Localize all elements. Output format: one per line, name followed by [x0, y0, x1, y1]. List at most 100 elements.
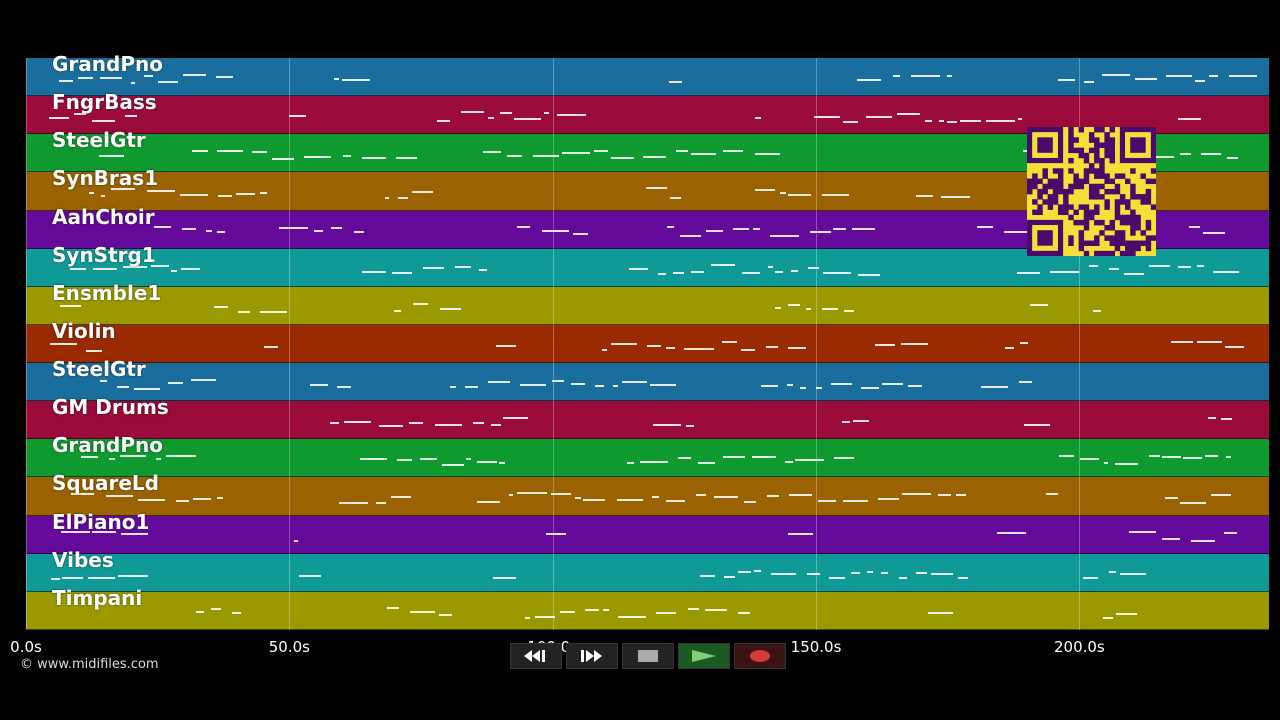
track-row[interactable]: Ensmble1: [26, 283, 1269, 325]
note: [144, 75, 153, 78]
note: [1161, 537, 1180, 540]
note: [774, 307, 781, 310]
note: [938, 119, 944, 122]
note: [60, 530, 90, 533]
note: [741, 272, 761, 275]
note: [833, 457, 855, 460]
note: [595, 384, 604, 387]
note: [116, 386, 130, 389]
note: [853, 419, 869, 422]
note: [491, 424, 502, 426]
play-icon: [692, 650, 716, 662]
note: [817, 500, 836, 503]
note: [419, 458, 438, 461]
record-button[interactable]: [734, 643, 786, 669]
note: [806, 307, 811, 310]
note: [860, 387, 880, 390]
note: [830, 382, 852, 385]
note: [1190, 540, 1216, 543]
stop-button[interactable]: [622, 643, 674, 669]
note: [99, 76, 123, 79]
note: [1213, 270, 1239, 273]
note-lane: [26, 211, 1269, 248]
note: [690, 271, 705, 274]
note: [1180, 152, 1192, 155]
note: [437, 120, 451, 123]
note: [679, 235, 701, 238]
stop-icon: [638, 650, 658, 662]
note: [119, 455, 147, 458]
note: [449, 385, 457, 388]
note: [1228, 75, 1257, 78]
note: [379, 425, 403, 428]
fast-forward-button[interactable]: [566, 643, 618, 669]
note: [1017, 118, 1022, 121]
track-row[interactable]: Timpani: [26, 588, 1269, 630]
note: [866, 571, 874, 574]
note: [710, 263, 736, 266]
note-lane: [26, 325, 1269, 362]
note: [788, 194, 811, 197]
track-row[interactable]: Violin: [26, 321, 1269, 364]
note: [980, 386, 1009, 389]
note: [1207, 417, 1216, 420]
note: [665, 499, 685, 502]
note: [722, 341, 738, 344]
note: [959, 119, 982, 122]
note: [1196, 265, 1204, 268]
note: [723, 456, 745, 459]
note: [656, 611, 676, 614]
track-row[interactable]: ElPiano1: [26, 512, 1269, 554]
note: [496, 345, 516, 348]
note: [409, 422, 424, 425]
note: [69, 267, 86, 270]
note: [559, 610, 576, 613]
note-lane: [26, 96, 1269, 133]
track-row[interactable]: Vibes: [26, 550, 1269, 592]
note: [1089, 265, 1098, 268]
note: [396, 459, 412, 462]
note: [676, 150, 688, 153]
note: [181, 228, 197, 231]
note: [130, 81, 136, 84]
note: [503, 417, 529, 420]
note: [686, 424, 694, 427]
note: [544, 111, 550, 114]
note: [755, 152, 781, 155]
note: [409, 611, 436, 614]
track-row[interactable]: GM Drums: [26, 397, 1269, 440]
track-row[interactable]: GrandPno: [26, 435, 1269, 478]
note: [260, 310, 287, 313]
track-row[interactable]: SquareLd: [26, 473, 1269, 516]
note: [435, 423, 463, 426]
track-label: SteelGtr: [52, 128, 146, 153]
note: [937, 493, 951, 496]
note: [901, 493, 932, 496]
note: [191, 150, 208, 153]
qr-pattern: [1027, 127, 1156, 256]
note: [941, 196, 971, 199]
note: [552, 380, 564, 383]
play-button[interactable]: [678, 643, 730, 669]
note: [915, 572, 927, 575]
note: [755, 188, 776, 191]
note: [931, 572, 954, 575]
track-row[interactable]: SteelGtr: [26, 359, 1269, 402]
note-lane: [26, 439, 1269, 476]
piano-roll[interactable]: GrandPno FngrBass SteelGtr SynBras1 AahChoir…: [26, 54, 1269, 630]
note: [118, 575, 148, 578]
transport-controls: [510, 643, 786, 669]
track-label: Vibes: [52, 547, 114, 572]
track-row[interactable]: GrandPno: [26, 54, 1269, 97]
note: [927, 612, 953, 615]
track-label: GrandPno: [52, 52, 163, 76]
note: [1178, 118, 1202, 121]
track-label: GM Drums: [52, 395, 169, 420]
note: [412, 191, 433, 194]
note: [899, 577, 907, 580]
note: [289, 114, 307, 117]
note: [766, 346, 779, 349]
note: [238, 310, 250, 313]
note: [723, 150, 744, 153]
rewind-button[interactable]: [510, 643, 562, 669]
